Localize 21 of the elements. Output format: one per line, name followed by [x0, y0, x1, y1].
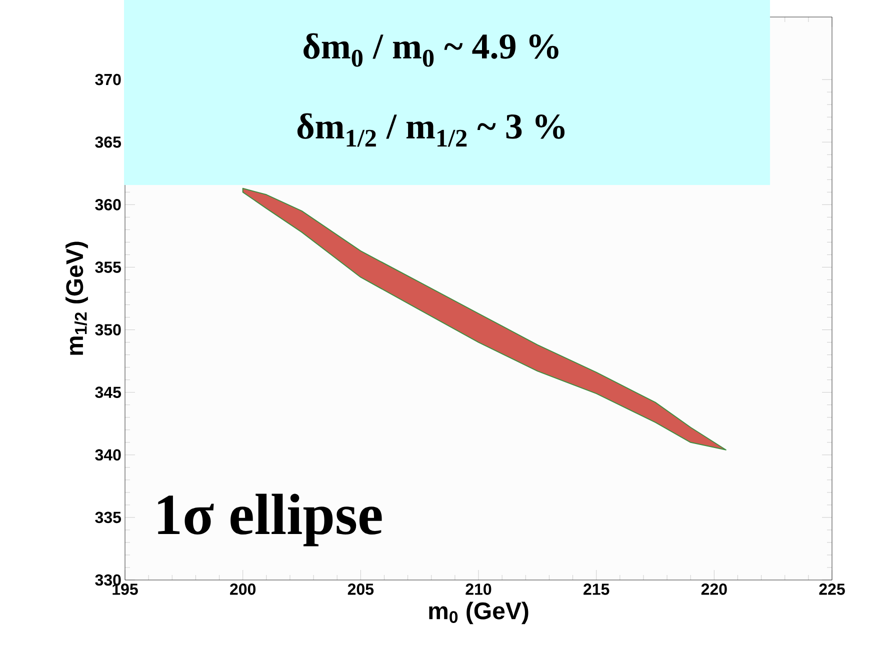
x-axis-title: m$_{0}$ (GeV) [429, 602, 528, 624]
x-tick-label: 215 [584, 584, 610, 595]
x-tick-label: 210 [466, 584, 492, 595]
y-tick-label: 345 [95, 386, 122, 398]
annotation: 1σ ellipse [158, 494, 382, 546]
y-tick-label: 355 [95, 262, 122, 273]
x-tick-label: 220 [701, 584, 727, 595]
y-axis-title: m$_{1/2}$ (GeV) [66, 242, 88, 355]
x-tick-label: 195 [112, 584, 138, 595]
x-tick-label: 205 [348, 584, 374, 595]
annotation: δm$_{1/2}$ / m$_{1/2}$ ~ 3 % [297, 113, 565, 147]
x-tick-label: 200 [230, 584, 256, 595]
y-tick-label: 360 [95, 198, 121, 210]
y-tick-label: 330 [95, 574, 121, 586]
y-tick-label: 365 [95, 136, 122, 148]
y-tick-label: 335 [95, 512, 122, 524]
y-tick-label: 340 [95, 449, 121, 461]
y-tick-label: 350 [95, 324, 121, 336]
x-tick-label: 225 [819, 584, 845, 595]
annotation: δm$_{0}$ / m$_{0}$ ~ 4.9 % [304, 33, 558, 67]
y-tick-label: 370 [95, 74, 121, 86]
